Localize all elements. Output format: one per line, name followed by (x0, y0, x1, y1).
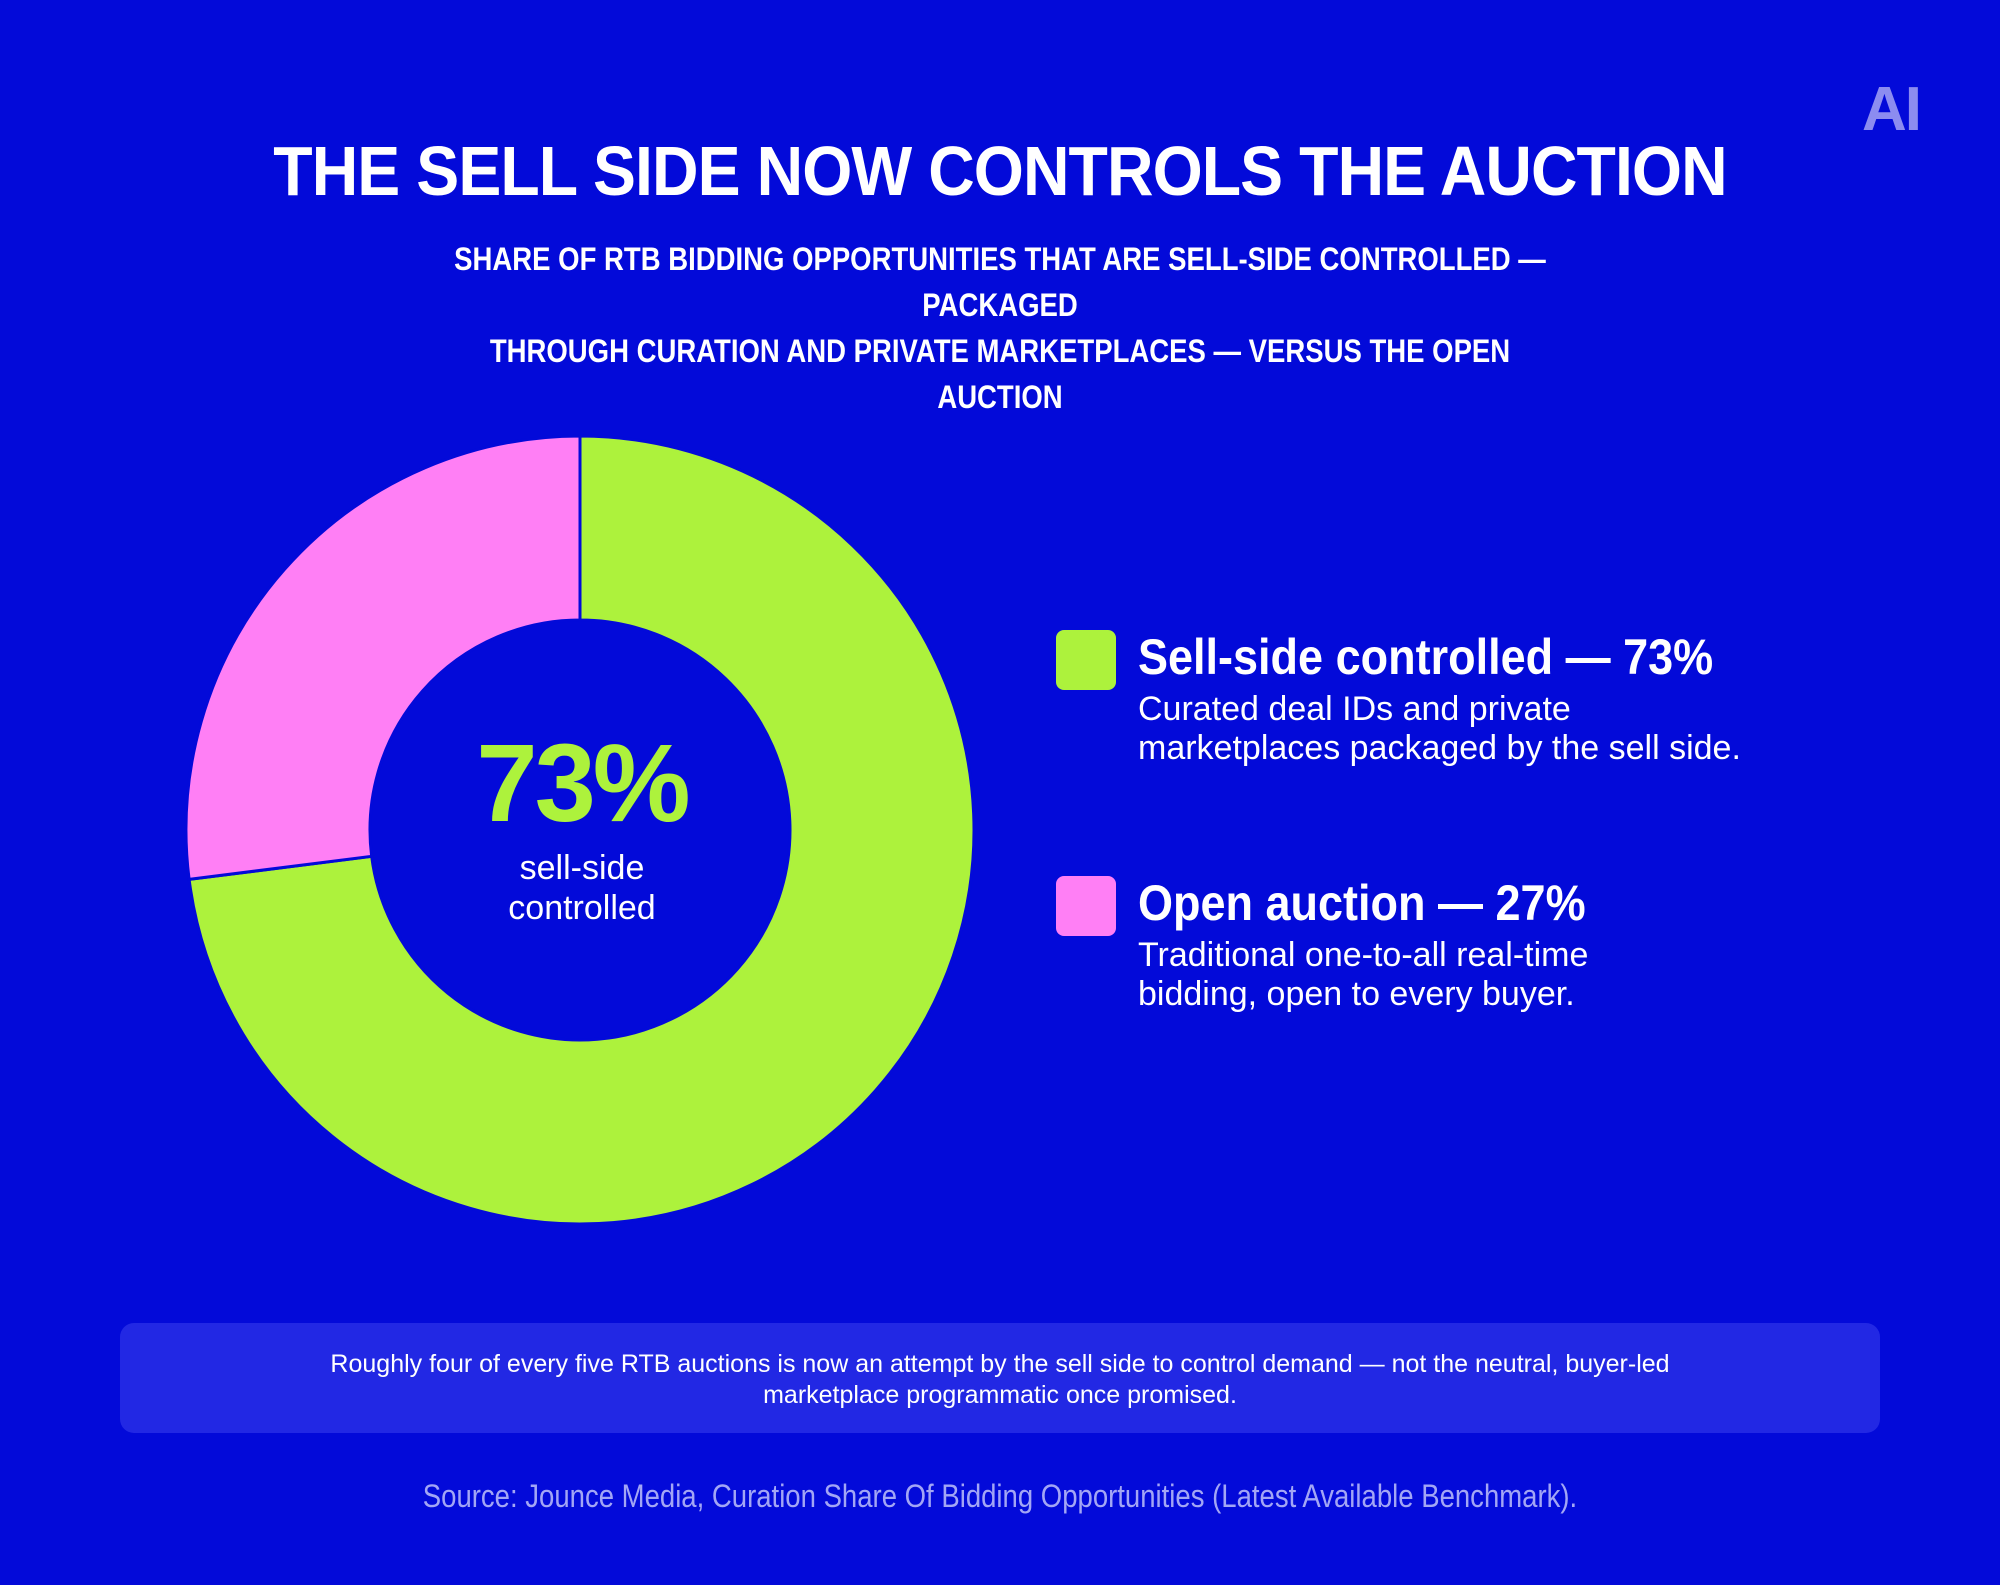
legend-desc-open-auction: Traditional one-to-all real-time bidding… (1138, 936, 1858, 1014)
chart-title: THE SELL SIDE NOW CONTROLS THE AUCTION (273, 132, 1727, 210)
legend-desc-line: marketplaces packaged by the sell side. (1138, 729, 1741, 767)
legend-desc-sell-side: Curated deal IDs and private marketplace… (1138, 690, 1858, 768)
center-label-line-1: sell-side (519, 849, 645, 887)
donut-slice-open-auction (184, 434, 582, 882)
legend-desc-line: Traditional one-to-all real-time (1138, 936, 1589, 974)
legend-desc-line: Curated deal IDs and private (1138, 690, 1571, 728)
legend-swatch-sell-side (1056, 630, 1116, 690)
legend-desc-line: bidding, open to every buyer. (1138, 975, 1575, 1013)
brand-logo: AI (1862, 75, 1922, 144)
subtitle-line-2: THROUGH CURATION AND PRIVATE MARKETPLACE… (489, 333, 1511, 415)
callout-text: Roughly four of every five RTB auctions … (240, 1349, 1760, 1411)
center-label: sell-side controlled (432, 848, 732, 928)
callout-box: Roughly four of every five RTB auctions … (120, 1323, 1880, 1433)
subtitle-line-1: SHARE OF RTB BIDDING OPPORTUNITIES THAT … (454, 241, 1546, 323)
legend-swatch-open-auction (1056, 876, 1116, 936)
donut-slice-sell-side-controlled (187, 434, 976, 1226)
center-label-line-2: controlled (508, 889, 656, 927)
center-value: 73% (476, 722, 690, 845)
legend-title-sell-side: Sell-side controlled — 73% (1138, 629, 1714, 685)
donut-chart (184, 434, 976, 1226)
legend-title-open-auction: Open auction — 27% (1138, 875, 1586, 931)
chart-subtitle: SHARE OF RTB BIDDING OPPORTUNITIES THAT … (432, 236, 1567, 420)
callout-line-1: Roughly four of every five RTB auctions … (330, 1350, 1670, 1378)
callout-line-2: marketplace programmatic once promised. (763, 1381, 1237, 1409)
source-note: Source: Jounce Media, Curation Share Of … (422, 1478, 1578, 1514)
